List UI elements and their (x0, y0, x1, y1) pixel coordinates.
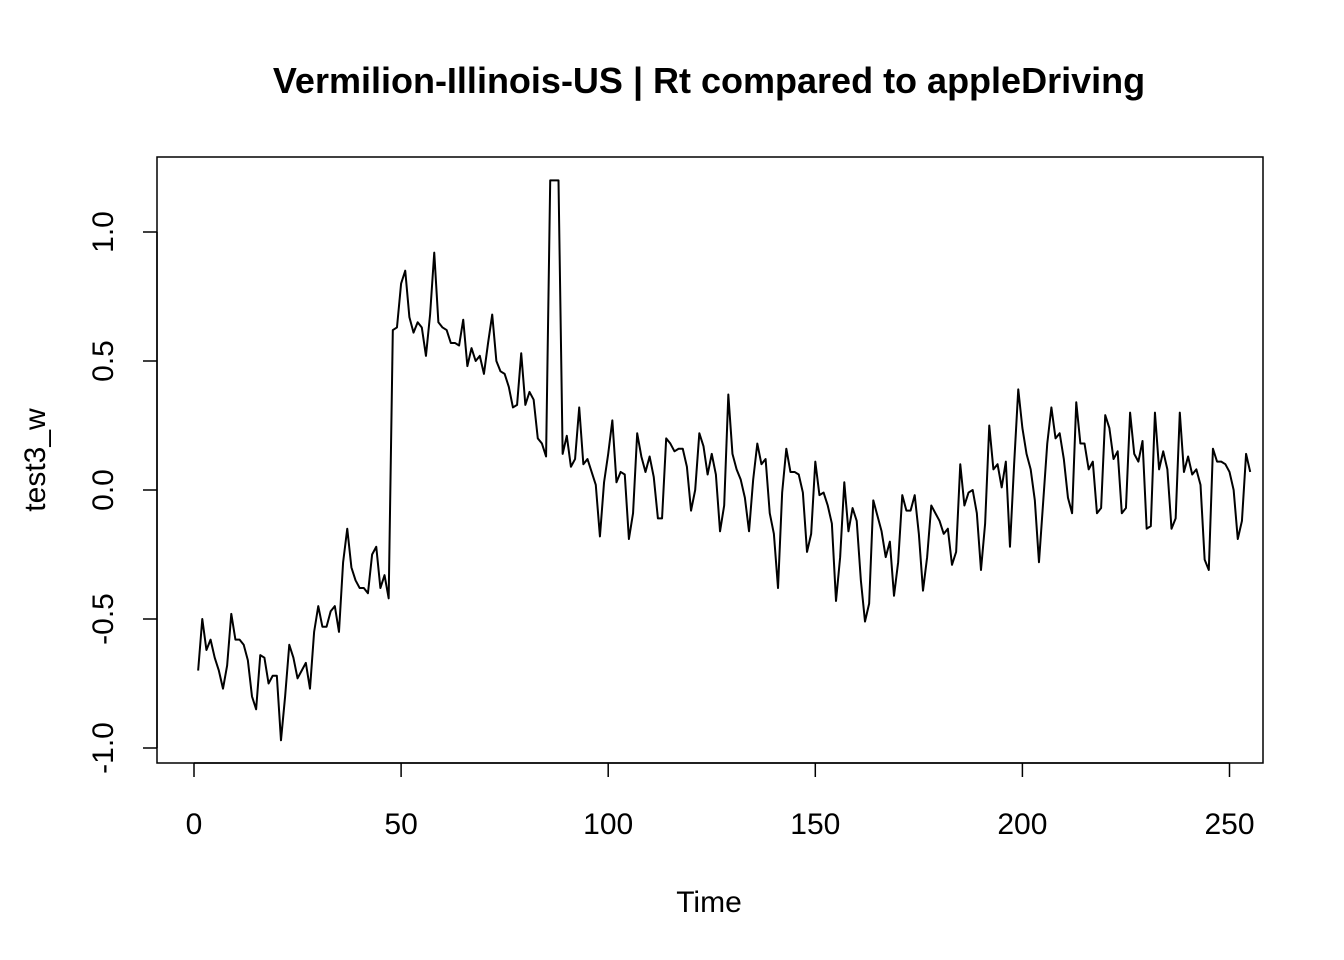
y-tick-label: 0.0 (87, 469, 120, 511)
y-axis: -1.0 -0.5 0.0 0.5 1.0 (87, 211, 158, 774)
y-axis-label: test3_w (19, 408, 52, 512)
y-tick-label: 1.0 (87, 211, 120, 253)
y-tick-label: -1.0 (87, 722, 120, 774)
y-tick-label: -0.5 (87, 593, 120, 645)
x-tick-label: 100 (583, 808, 633, 841)
x-tick-label: 150 (790, 808, 840, 841)
series-group (197, 179, 1252, 742)
x-axis-label: Time (676, 886, 742, 919)
chart-title: Vermilion-Illinois-US | Rt compared to a… (273, 60, 1145, 102)
x-tick-label: 200 (997, 808, 1047, 841)
x-tick-label: 250 (1204, 808, 1254, 841)
x-axis: 0 50 100 150 200 250 (186, 762, 1255, 841)
x-tick-label: 50 (384, 808, 417, 841)
x-tick-label: 0 (186, 808, 203, 841)
series-line (197, 179, 1252, 742)
y-tick-label: 0.5 (87, 340, 120, 382)
